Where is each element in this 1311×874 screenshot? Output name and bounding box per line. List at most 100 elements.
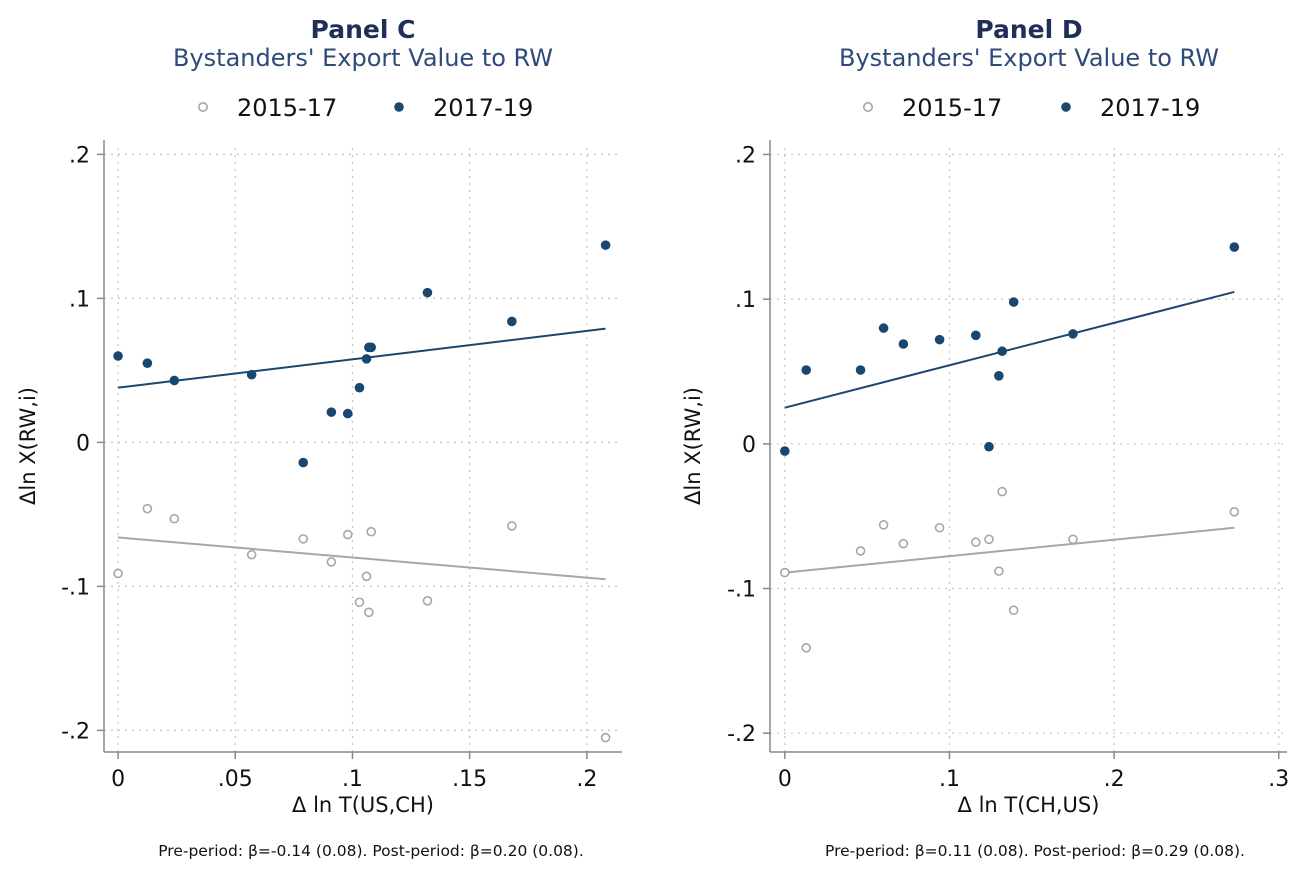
post-period-point <box>984 441 994 452</box>
series-2015-17 <box>780 486 1240 653</box>
post-period-point <box>361 354 372 364</box>
x-tick-label: 0 <box>111 767 125 792</box>
chart-subtitle: Bystanders' Export Value to RW <box>173 44 553 72</box>
pre-period-point <box>366 526 377 537</box>
pre-period-point <box>113 568 123 579</box>
y-tick-label: -.1 <box>727 578 756 603</box>
x-tick-label: .1 <box>939 767 960 792</box>
gridlines <box>770 148 1287 752</box>
legend: 2015-17 2017-19 <box>862 94 1200 122</box>
y-tick-label: 0 <box>76 431 90 456</box>
post-period-point <box>801 365 812 375</box>
pre-period-point <box>1008 605 1019 616</box>
x-tick-label: .2 <box>1104 767 1125 792</box>
post-period-point <box>142 358 153 369</box>
pre-period-point <box>422 595 433 606</box>
x-tick-label: .1 <box>342 767 363 792</box>
pre-period-point <box>169 513 180 524</box>
pre-period-point <box>878 520 889 530</box>
legend-label: 2015-17 <box>237 94 337 122</box>
post-period-point <box>354 382 365 393</box>
x-tick-label: .15 <box>452 767 487 792</box>
fit-line-2017-19 <box>784 290 1235 409</box>
pre-period-point <box>354 597 365 608</box>
pre-period-point <box>1068 534 1078 545</box>
x-tick-label: .2 <box>576 767 597 792</box>
pre-period-point <box>361 571 372 582</box>
pre-period-point <box>801 643 812 653</box>
pre-period-point <box>246 549 257 560</box>
series-2017-19 <box>113 240 611 468</box>
post-period-point <box>246 369 257 380</box>
pre-period-point <box>994 566 1004 576</box>
post-period-point <box>507 316 517 327</box>
post-period-point <box>169 375 180 386</box>
post-period-point <box>298 457 309 468</box>
x-axis-label: Δ ln T(US,CH) <box>292 793 434 817</box>
pre-period-point <box>326 557 337 567</box>
fit-line-2015-17 <box>784 526 1235 574</box>
post-period-point <box>1229 242 1240 252</box>
legend-marker-2015-17 <box>862 102 873 113</box>
y-tick-label: .2 <box>69 143 90 168</box>
regression-note: Pre-period: β=-0.14 (0.08). Post-period:… <box>158 842 584 860</box>
gridlines <box>104 148 622 752</box>
post-period-point <box>1068 329 1078 339</box>
y-tick-label: -.1 <box>61 575 90 600</box>
regression-note: Pre-period: β=0.11 (0.08). Post-period: … <box>825 842 1245 860</box>
pre-period-point <box>934 522 945 533</box>
pre-period-point <box>342 529 353 540</box>
post-period-point <box>971 330 981 341</box>
fit-line-2015-17 <box>117 536 606 581</box>
pre-period-point <box>971 537 981 548</box>
y-tick-label: -.2 <box>61 719 90 744</box>
post-period-point <box>1008 297 1019 307</box>
pre-period-point <box>364 607 374 618</box>
y-tick-label: 0 <box>742 433 756 458</box>
post-period-point <box>600 240 611 250</box>
series-2017-19 <box>780 242 1240 456</box>
y-tick-label: .2 <box>735 143 756 168</box>
legend-label: 2017-19 <box>1100 94 1200 122</box>
pre-period-point <box>600 732 611 743</box>
post-period-point <box>780 446 790 456</box>
chart-subtitle: Bystanders' Export Value to RW <box>839 44 1219 72</box>
y-axis-label: Δln X(RW,i) <box>16 387 40 505</box>
series-2015-17 <box>113 503 611 743</box>
y-tick-label: .1 <box>735 288 756 313</box>
pre-period-point <box>997 486 1007 497</box>
pre-period-point <box>142 503 153 514</box>
x-axis-label: Δ ln T(CH,US) <box>958 793 1100 817</box>
pre-period-point <box>1229 507 1240 517</box>
post-period-point <box>422 287 433 298</box>
chart-title: Panel C <box>311 15 416 44</box>
pre-period-point <box>507 521 517 531</box>
legend-marker-2017-19 <box>1061 102 1071 112</box>
legend: 2015-17 2017-19 <box>198 94 533 122</box>
legend-label: 2017-19 <box>433 94 533 122</box>
post-period-point <box>898 339 909 349</box>
post-period-point <box>997 346 1007 357</box>
legend-marker-2017-19 <box>394 102 404 112</box>
pre-period-point <box>780 567 790 578</box>
pre-period-point <box>298 534 309 544</box>
pre-period-point <box>898 538 909 549</box>
y-tick-label: -.2 <box>727 722 756 747</box>
post-period-point <box>878 323 889 333</box>
post-period-point <box>342 408 353 419</box>
post-period-point <box>994 371 1004 381</box>
legend-marker-2015-17 <box>198 102 209 113</box>
post-period-point <box>326 407 337 417</box>
x-tick-label: 0 <box>778 767 792 792</box>
y-tick-label: .1 <box>69 287 90 312</box>
post-period-point <box>855 365 866 375</box>
pre-period-point <box>855 546 866 556</box>
x-tick-label: .05 <box>218 767 253 792</box>
pre-period-point <box>984 534 994 545</box>
post-period-point <box>934 334 945 345</box>
post-period-point <box>366 342 377 353</box>
x-tick-label: .3 <box>1268 767 1289 792</box>
